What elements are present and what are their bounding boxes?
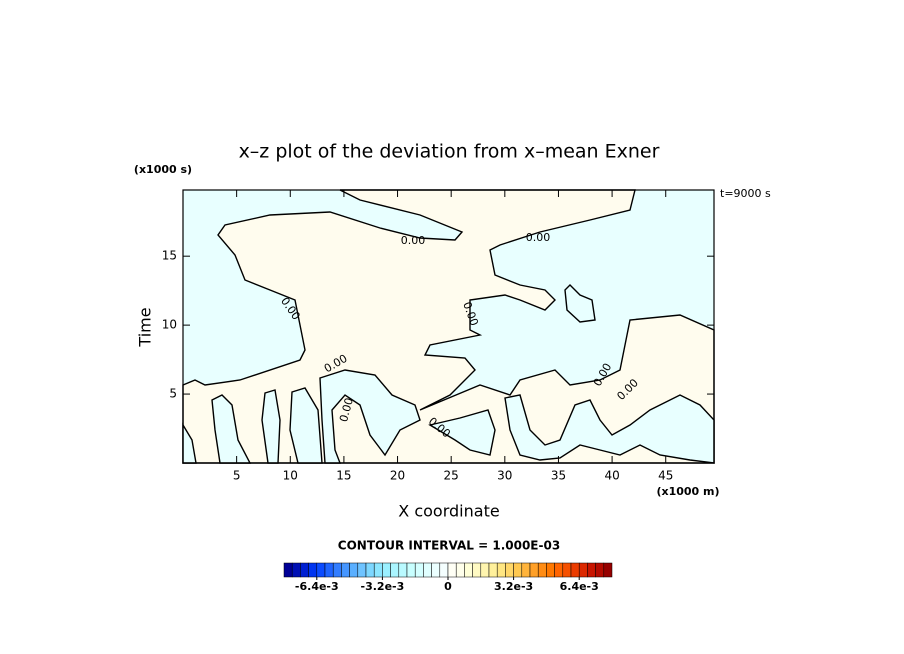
x-tick-label: 20: [390, 469, 405, 483]
colorbar-cell: [283, 562, 293, 578]
y-tick-label: 5: [169, 387, 177, 401]
negative-region: [564, 284, 596, 323]
colorbar-tick-label: 0: [444, 580, 452, 593]
colorbar-cell: [570, 562, 580, 578]
x-tick-label: 35: [551, 469, 566, 483]
colorbar-cell: [291, 562, 301, 578]
colorbar-cell: [496, 562, 506, 578]
y-unit: (x1000 s): [134, 163, 192, 176]
colorbar-cell: [390, 562, 400, 578]
x-tick-label: 5: [233, 469, 241, 483]
colorbar-cell: [308, 562, 318, 578]
colorbar-cell: [546, 562, 555, 578]
colorbar-tick-label: 3.2e-3: [494, 580, 533, 593]
colorbar-cell: [414, 562, 424, 578]
colorbar-cell: [537, 562, 547, 578]
colorbar-cell: [365, 562, 375, 578]
plot-frame: [182, 189, 715, 464]
x-tick-label: 40: [604, 469, 619, 483]
colorbar-cell: [603, 562, 613, 578]
negative-region: [504, 394, 715, 464]
colorbar-cell: [587, 562, 596, 578]
colorbar-cell: [398, 562, 408, 578]
colorbar-cell: [480, 562, 490, 578]
colorbar-cell: [472, 562, 482, 578]
colorbar-cell: [406, 562, 416, 578]
negative-region: [428, 409, 496, 456]
contour-label: 0.00: [526, 231, 551, 244]
colorbar-cell: [341, 562, 350, 578]
colorbar-cell: [382, 562, 391, 578]
x-tick-label: 10: [283, 469, 298, 483]
x-unit: (x1000 m): [656, 485, 719, 498]
colorbar-cell: [554, 562, 564, 578]
colorbar-cell: [488, 562, 498, 578]
colorbar-cell: [455, 562, 465, 578]
x-tick-label: 25: [444, 469, 459, 483]
x-axis-label: X coordinate: [398, 502, 499, 521]
x-tick-label: 45: [658, 469, 673, 483]
colorbar-cell: [521, 562, 531, 578]
colorbar-cell: [505, 562, 514, 578]
chart-title: x–z plot of the deviation from x–mean Ex…: [239, 141, 660, 163]
y-tick-label: 15: [162, 249, 177, 263]
colorbar-cell: [332, 562, 342, 578]
colorbar-cell: [357, 562, 367, 578]
y-axis-label: Time: [136, 307, 155, 347]
x-tick-label: 15: [336, 469, 351, 483]
contour-field: [182, 189, 715, 464]
colorbar-cell: [439, 562, 449, 578]
colorbar-tick-label: -6.4e-3: [295, 580, 339, 593]
colorbar-cell: [578, 562, 588, 578]
time-label: t=9000 s: [720, 187, 771, 200]
colorbar-cell: [324, 562, 334, 578]
colorbar-cell: [316, 562, 326, 578]
colorbar-cell: [431, 562, 441, 578]
colorbar-title: CONTOUR INTERVAL = 1.000E-03: [338, 539, 560, 553]
colorbar-cell: [562, 562, 572, 578]
colorbar-tick-label: -3.2e-3: [361, 580, 405, 593]
colorbar-cell: [300, 562, 309, 578]
colorbar-cell: [349, 562, 359, 578]
colorbar-cell: [447, 562, 457, 578]
colorbar-tick-label: 6.4e-3: [560, 580, 599, 593]
colorbar-cell: [464, 562, 473, 578]
colorbar-cell: [373, 562, 383, 578]
y-tick-label: 10: [162, 318, 177, 332]
negative-region: [211, 394, 252, 464]
colorbar-cell: [529, 562, 539, 578]
colorbar-cell: [513, 562, 523, 578]
contour-label: 0.00: [337, 396, 356, 423]
x-tick-label: 30: [497, 469, 512, 483]
positive-region: [182, 189, 715, 464]
colorbar-cell: [595, 562, 605, 578]
colorbar-cell: [423, 562, 432, 578]
contour-label: 0.00: [401, 234, 426, 247]
